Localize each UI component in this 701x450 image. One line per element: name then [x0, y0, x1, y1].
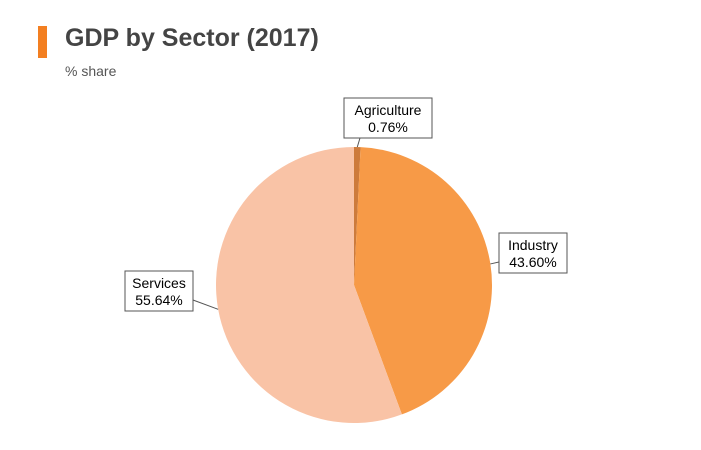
- slice-name-agriculture: Agriculture: [355, 102, 422, 118]
- pie-slices: [215, 147, 493, 423]
- pie-slice-services[interactable]: [215, 147, 402, 423]
- callout-box-industry: [498, 232, 568, 274]
- callout-line-industry: [490, 261, 500, 265]
- pie-slice-agriculture[interactable]: [354, 147, 361, 285]
- chart-subtitle: % share: [65, 63, 117, 79]
- slice-name-services: Services: [132, 275, 186, 291]
- slice-value-services: 55.64%: [135, 292, 182, 308]
- pie-slice-industry[interactable]: [354, 147, 493, 415]
- title-accent-bar: [38, 26, 47, 58]
- slice-name-industry: Industry: [508, 237, 558, 253]
- callout-box-agriculture: [343, 97, 433, 139]
- slice-value-industry: 43.60%: [509, 254, 556, 270]
- callout-line-services: [192, 299, 219, 310]
- callout-line-agriculture: [356, 137, 361, 148]
- callout-box-services: [124, 270, 194, 312]
- chart-title: GDP by Sector (2017): [65, 24, 319, 52]
- slice-value-agriculture: 0.76%: [368, 119, 408, 135]
